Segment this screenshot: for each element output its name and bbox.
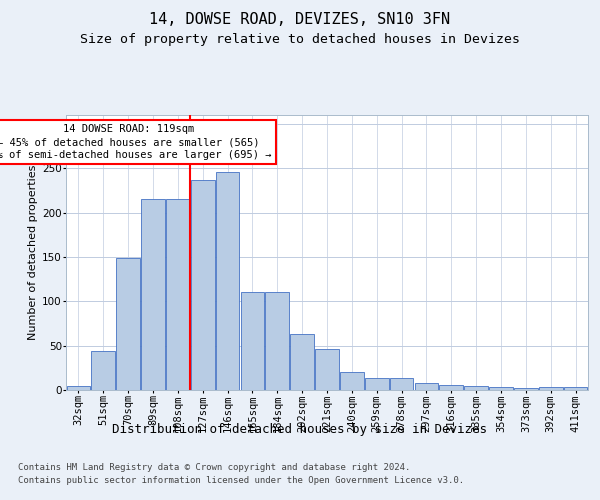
Bar (464, 386, 488, 390)
Text: 14 DOWSE ROAD: 119sqm
← 45% of detached houses are smaller (565)
55% of semi-det: 14 DOWSE ROAD: 119sqm ← 45% of detached … (0, 124, 272, 160)
Bar (116, 258, 140, 390)
Bar (91, 351, 115, 390)
Bar (514, 388, 538, 390)
Bar (539, 388, 563, 390)
Bar (390, 378, 413, 390)
Bar (489, 388, 513, 390)
Y-axis label: Number of detached properties: Number of detached properties (28, 165, 38, 340)
Bar (241, 292, 264, 390)
Text: Distribution of detached houses by size in Devizes: Distribution of detached houses by size … (113, 422, 487, 436)
Bar (415, 383, 438, 390)
Bar (290, 334, 314, 390)
Bar (340, 372, 364, 390)
Bar (141, 200, 165, 390)
Bar (365, 378, 389, 390)
Bar (315, 349, 339, 390)
Bar (191, 180, 215, 390)
Text: 14, DOWSE ROAD, DEVIZES, SN10 3FN: 14, DOWSE ROAD, DEVIZES, SN10 3FN (149, 12, 451, 28)
Bar (166, 200, 190, 390)
Text: Size of property relative to detached houses in Devizes: Size of property relative to detached ho… (80, 32, 520, 46)
Text: Contains public sector information licensed under the Open Government Licence v3: Contains public sector information licen… (18, 476, 464, 485)
Bar (265, 292, 289, 390)
Text: Contains HM Land Registry data © Crown copyright and database right 2024.: Contains HM Land Registry data © Crown c… (18, 462, 410, 471)
Bar (439, 384, 463, 390)
Bar (216, 172, 239, 390)
Bar (67, 386, 90, 390)
Bar (564, 388, 587, 390)
